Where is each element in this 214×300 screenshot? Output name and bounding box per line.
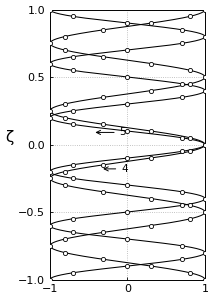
- Text: 4: 4: [104, 164, 128, 174]
- Y-axis label: ζ: ζ: [6, 130, 14, 145]
- Text: 5: 5: [96, 128, 126, 137]
